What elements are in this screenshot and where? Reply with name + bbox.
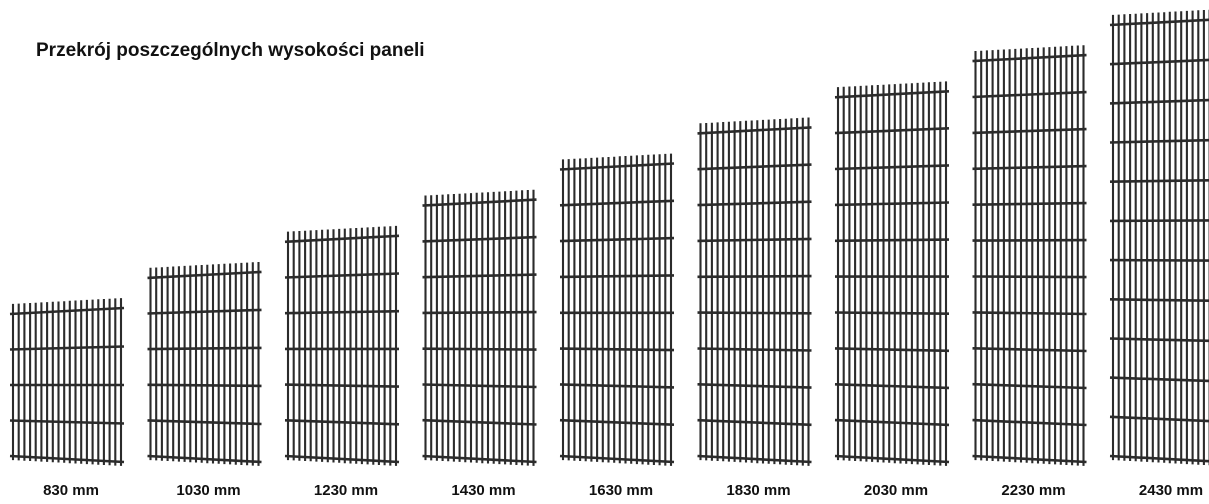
horizontal-wire [697,418,812,427]
horizontal-wire [559,454,675,464]
horizontal-wire [422,418,537,426]
horizontal-wire [834,418,950,427]
panel-height-label: 2430 mm [1138,482,1204,499]
horizontal-wire [834,201,950,207]
horizontal-wire [1109,138,1209,144]
horizontal-wire [559,274,675,279]
horizontal-wire [147,454,262,464]
horizontal-wire [559,347,675,352]
panel-height-label: 1030 mm [176,482,241,499]
horizontal-wire [422,310,537,315]
horizontal-wire [9,454,125,464]
panel-height-label: 2030 mm [863,482,929,499]
horizontal-wire [559,383,675,389]
horizontal-wire [697,383,812,389]
horizontal-wire [1109,298,1209,302]
horizontal-wire [972,127,1087,135]
horizontal-wire [284,309,400,315]
horizontal-wire [697,311,812,315]
horizontal-wire [972,275,1087,279]
fence-panel [559,153,675,466]
horizontal-wire [1109,18,1209,27]
panel-height-label: 1630 mm [588,482,654,499]
horizontal-wire [422,273,537,279]
horizontal-wire [559,162,675,171]
panel-height-label: 1830 mm [726,482,791,499]
horizontal-wire [972,164,1087,171]
horizontal-wire [697,454,812,464]
horizontal-wire [9,419,125,425]
horizontal-wire [147,383,262,388]
horizontal-wire [972,418,1087,427]
fence-panel [697,117,812,466]
horizontal-wire [834,383,950,390]
horizontal-wire [834,311,950,315]
horizontal-wire [1109,98,1209,105]
diagram-title: Przekrój poszczególnych wysokości paneli [36,40,425,61]
horizontal-wire [972,53,1087,63]
horizontal-wire [972,347,1087,353]
panel-height-label: 2230 mm [1001,482,1066,499]
horizontal-wire [422,454,537,464]
horizontal-wire [972,90,1087,99]
fence-panel [422,189,537,466]
horizontal-wire [697,163,812,171]
horizontal-wire [972,201,1087,206]
fence-panel [284,225,400,466]
horizontal-wire [1109,454,1209,463]
horizontal-wire [422,235,537,243]
horizontal-wire [1109,219,1209,223]
horizontal-wire [834,164,950,171]
horizontal-wire [147,419,262,426]
horizontal-wire [284,383,400,388]
horizontal-wire [1109,415,1209,423]
horizontal-wire [559,199,675,207]
horizontal-wire [697,200,812,207]
horizontal-wire [972,238,1087,242]
horizontal-wire [972,454,1087,464]
horizontal-wire [1109,58,1209,66]
horizontal-wire [1109,258,1209,262]
horizontal-wire [422,347,537,351]
fence-panel [9,298,125,466]
panel-height-label: 830 mm [43,482,99,499]
horizontal-wire [1109,376,1209,383]
horizontal-wire [147,346,262,351]
horizontal-wire [1109,179,1209,183]
fence-panel [147,262,262,466]
horizontal-wire [9,345,125,351]
panel-height-label: 1430 mm [451,482,516,499]
horizontal-wire [972,311,1087,316]
horizontal-wire [284,419,400,426]
panel-height-label: 1230 mm [313,482,379,499]
fence-panel [972,45,1087,466]
horizontal-wire [559,418,675,426]
horizontal-wire [834,454,950,464]
horizontal-wire [697,347,812,352]
horizontal-wire [422,383,537,389]
horizontal-wire [422,198,537,207]
horizontal-wire [697,237,812,243]
horizontal-wire [697,126,812,135]
horizontal-wire [284,454,400,464]
horizontal-wire [697,274,812,279]
fence-panel [834,81,950,466]
horizontal-wire [284,272,400,279]
horizontal-wire [834,238,950,243]
horizontal-wire [972,382,1087,390]
horizontal-wire [147,308,262,315]
horizontal-wire [284,234,400,244]
horizontal-wire [834,127,950,135]
horizontal-wire [834,90,950,99]
horizontal-wire [1109,337,1209,343]
horizontal-wire [147,270,262,280]
horizontal-wire [9,306,125,316]
horizontal-wire [559,236,675,243]
fence-panel [1109,9,1209,466]
horizontal-wire [834,347,950,353]
